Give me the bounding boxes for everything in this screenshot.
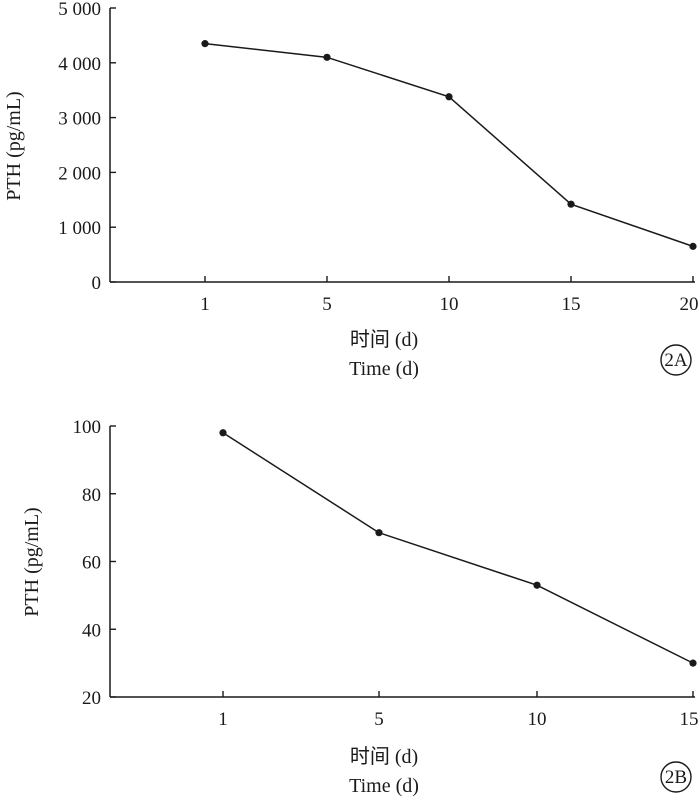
- panel-label-2b: 2B: [665, 767, 687, 788]
- panel-badge-2a: [660, 344, 692, 376]
- y-tick-label: 3 000: [58, 109, 101, 130]
- y-tick-label: 20: [82, 688, 101, 709]
- y-tick-label: 4 000: [58, 54, 101, 75]
- x-tick-label: 5: [322, 294, 332, 315]
- series-2a: [201, 40, 697, 250]
- y-tick-label: 60: [82, 553, 101, 574]
- x-axis-title-cn-2b: 时间 (d): [350, 745, 418, 768]
- data-point: [219, 429, 227, 437]
- y-tick-label: 80: [82, 485, 101, 506]
- series-2b: [219, 429, 697, 667]
- series-line: [222, 432, 694, 664]
- y-tick-label: 0: [92, 273, 102, 294]
- data-point: [567, 200, 575, 208]
- data-point: [323, 53, 331, 61]
- y-axis-title-2b: PTH (pg/mL): [21, 507, 43, 616]
- x-tick-label: 1: [200, 294, 210, 315]
- x-axis-ticks-2b: 1 5 10 15: [218, 691, 699, 730]
- y-tick-label: 2 000: [58, 163, 101, 184]
- y-tick-label: 5 000: [58, 0, 101, 20]
- x-tick-label: 5: [374, 709, 384, 730]
- x-tick-label: 1: [218, 709, 228, 730]
- data-point: [689, 659, 697, 667]
- series-line: [204, 42, 694, 248]
- y-axis-ticks-2a: 0 1 000 2 000 3 000 4 000 5 000: [58, 0, 116, 294]
- data-point: [689, 242, 697, 250]
- x-axis-title-cn-2a: 时间 (d): [350, 328, 418, 351]
- x-tick-label: 20: [680, 294, 699, 315]
- x-tick-label: 10: [440, 294, 459, 315]
- axes-2a: [109, 8, 695, 283]
- data-point: [201, 40, 209, 48]
- panel-badge-2b: [660, 761, 692, 793]
- data-point: [533, 581, 541, 589]
- x-tick-label: 15: [562, 294, 581, 315]
- data-point: [375, 529, 383, 537]
- x-tick-label: 10: [528, 709, 547, 730]
- y-axis-ticks-2b: 20 40 60 80 100: [73, 417, 116, 709]
- x-axis-title-2b: Time (d): [349, 775, 419, 797]
- y-tick-label: 1 000: [58, 218, 101, 239]
- y-tick-label: 100: [73, 417, 102, 438]
- axes-2b: [109, 426, 695, 698]
- x-tick-label: 15: [680, 709, 699, 730]
- y-axis-title-2a: PTH (pg/mL): [3, 91, 25, 200]
- x-axis-ticks-2a: 1 5 10 15 20: [200, 276, 699, 315]
- y-tick-label: 40: [82, 620, 101, 641]
- data-point: [445, 93, 453, 101]
- panel-label-2a: 2A: [664, 350, 688, 371]
- x-axis-title-2a: Time (d): [349, 358, 419, 380]
